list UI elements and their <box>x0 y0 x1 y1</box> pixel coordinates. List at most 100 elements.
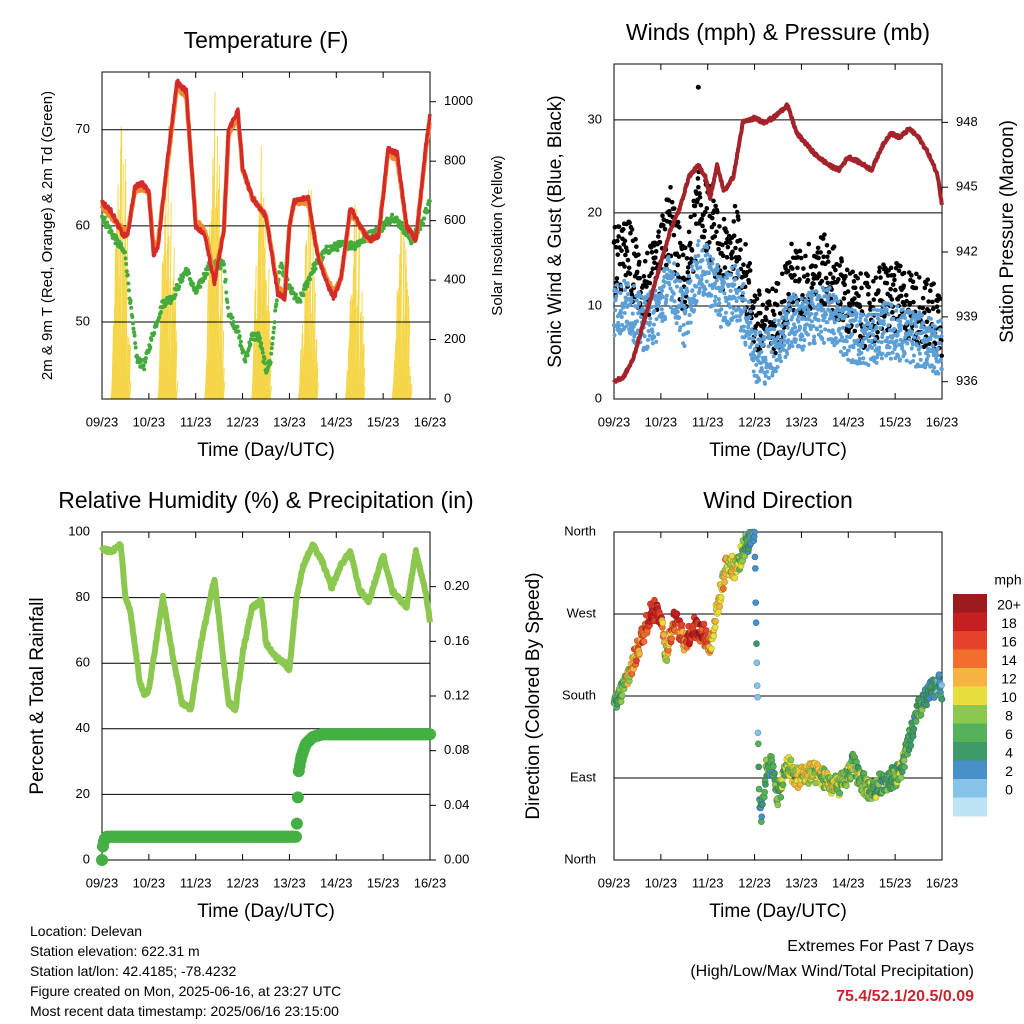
dewpoint-point <box>141 363 146 368</box>
wind-point <box>767 334 772 339</box>
gust-point <box>724 255 730 260</box>
solar-spike <box>129 381 132 400</box>
dewpoint-point <box>269 346 274 351</box>
gust-point <box>695 176 701 181</box>
gust-point <box>624 248 630 254</box>
gust-point <box>766 289 772 294</box>
wind-point <box>928 316 933 321</box>
direction-point <box>755 763 762 771</box>
dewpoint-point <box>152 330 157 335</box>
gust-point <box>747 268 753 273</box>
wind-point <box>860 344 865 349</box>
wind-point <box>635 319 640 324</box>
dewpoint-point <box>133 345 138 350</box>
wind-point <box>809 319 814 324</box>
wind-point <box>800 301 805 306</box>
dewpoint-point <box>262 356 267 361</box>
gust-point <box>685 270 691 275</box>
gust-point <box>657 239 663 245</box>
dewpoint-point <box>132 330 137 335</box>
wind-point <box>856 348 861 353</box>
wind-point <box>807 290 812 295</box>
wind-point <box>925 361 930 366</box>
gust-point <box>831 244 837 250</box>
wind-point <box>745 320 750 325</box>
dir-title: Wind Direction <box>703 487 853 513</box>
wind-point <box>612 287 617 292</box>
wind-point <box>930 343 935 348</box>
gust-point <box>715 209 720 215</box>
wind-point <box>720 285 725 290</box>
wind-point <box>635 328 640 333</box>
gust-point <box>805 277 811 283</box>
gust-point <box>688 240 693 246</box>
wind-point <box>761 342 766 347</box>
temp-y2-tick-label: 600 <box>444 212 466 227</box>
gust-point <box>889 297 895 302</box>
solar-spike <box>305 290 308 400</box>
solar-spike <box>357 223 360 400</box>
wind-point <box>642 334 647 339</box>
solar-spike <box>356 289 359 400</box>
wind-point <box>660 294 665 299</box>
speed-legend-swatch <box>953 631 987 650</box>
gust-point <box>930 306 936 312</box>
gust-point <box>763 317 769 323</box>
solar-spike <box>300 324 303 400</box>
solar-spike <box>264 283 267 400</box>
wind-point <box>866 321 871 326</box>
gust-point <box>760 318 765 324</box>
temp-y-tick-label: 50 <box>76 313 90 328</box>
gust-point <box>615 238 620 244</box>
wind-point <box>687 313 692 318</box>
wind-point <box>865 347 870 352</box>
dewpoint-point <box>123 250 128 255</box>
wind-point <box>727 321 732 326</box>
wind-point <box>869 323 874 328</box>
gust-point <box>857 304 863 310</box>
gust-point <box>614 276 620 281</box>
wind-point <box>630 328 635 333</box>
wind-point <box>823 327 828 332</box>
direction-point <box>702 627 710 634</box>
wind-point <box>733 263 738 268</box>
wind-point <box>741 291 746 296</box>
wind-point <box>879 356 884 361</box>
gust-point <box>722 265 728 270</box>
gust-point <box>920 295 926 301</box>
wind-point <box>634 298 639 303</box>
gust-point <box>666 208 672 214</box>
gust-point <box>666 198 672 203</box>
wind-point <box>675 309 680 314</box>
temp-title: Temperature (F) <box>184 27 349 53</box>
wind-point <box>909 346 914 351</box>
wind-point <box>902 315 907 320</box>
wind-title: Winds (mph) & Pressure (mb) <box>626 19 930 45</box>
dewpoint-point <box>422 216 427 221</box>
direction-point <box>660 631 668 639</box>
gust-point <box>851 279 857 284</box>
wind-point <box>786 338 791 343</box>
wind-point <box>632 334 637 339</box>
speed-legend-label: 10 <box>1001 689 1017 705</box>
wind-point <box>873 337 878 342</box>
gust-point <box>892 287 898 293</box>
dir-y-tick-label: North <box>564 851 596 866</box>
solar-spike <box>123 159 126 400</box>
solar-spike <box>124 271 127 400</box>
gust-point <box>787 260 792 265</box>
gust-point <box>645 250 650 256</box>
wind-point <box>938 318 943 323</box>
direction-point <box>910 725 918 733</box>
wind-point <box>680 296 685 301</box>
wind-point <box>882 329 887 334</box>
wind-point <box>703 287 708 292</box>
wind-point <box>888 356 893 361</box>
dewpoint-point <box>293 292 298 297</box>
wind-point <box>879 340 884 345</box>
wind-point <box>768 362 773 367</box>
wind-point <box>859 350 864 355</box>
wind-point <box>808 327 813 332</box>
solar-spike <box>298 349 302 400</box>
direction-point <box>771 769 778 777</box>
